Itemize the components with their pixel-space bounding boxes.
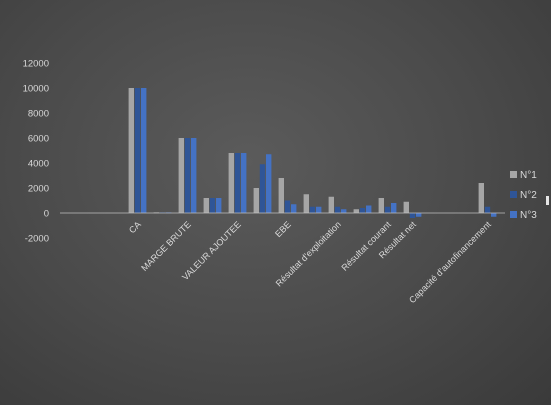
bar-3 <box>491 213 497 217</box>
bar-3 <box>291 204 297 213</box>
bar-2 <box>134 88 141 213</box>
y-tick-label: 12000 <box>23 59 49 70</box>
legend-swatch <box>510 211 517 218</box>
legend-entry: N°1 <box>520 170 537 181</box>
y-tick-label: 6000 <box>28 134 49 145</box>
bar-1 <box>203 198 209 213</box>
y-tick-label: 0 <box>44 209 49 220</box>
bar-3 <box>416 213 422 217</box>
y-tick-label: 4000 <box>28 159 49 170</box>
bar-1 <box>328 196 334 213</box>
y-tick-label: -2000 <box>25 234 49 245</box>
bar-2 <box>334 206 341 213</box>
bar-1 <box>353 209 359 213</box>
bar-3 <box>216 198 222 213</box>
bar-2 <box>209 198 216 213</box>
x-tick-label: CA <box>127 219 143 235</box>
legend-entry: N°2 <box>520 190 537 201</box>
y-axis: -2000 0 2000 4000 6000 8000 10000 12000 <box>23 59 49 245</box>
bar-2 <box>359 208 366 213</box>
bar-1 <box>253 188 259 213</box>
bar-2 <box>184 138 191 213</box>
bar-1 <box>228 153 234 213</box>
bar-2 <box>234 153 241 213</box>
bar-2 <box>409 213 416 218</box>
bar-2 <box>484 206 491 213</box>
bar-2 <box>284 200 291 213</box>
edge-marker <box>546 196 549 205</box>
legend-swatch <box>510 171 517 178</box>
bar-2 <box>259 164 266 213</box>
legend: N°1 N°2 N°3 <box>510 170 537 221</box>
bar-1 <box>403 201 409 213</box>
bar-3 <box>266 154 272 213</box>
y-tick-label: 10000 <box>23 84 49 95</box>
bar-1 <box>478 183 484 213</box>
bar-3 <box>316 206 322 213</box>
bar-1 <box>378 198 384 213</box>
bar-3 <box>191 138 197 213</box>
bar-1 <box>128 88 134 213</box>
bar-2 <box>309 206 316 213</box>
x-tick-label: EBE <box>273 219 293 239</box>
bar-2 <box>384 206 391 213</box>
bar-1 <box>303 194 309 213</box>
bar-3 <box>341 209 347 213</box>
x-tick-label: MARGE BRUTE <box>139 219 193 273</box>
bar-1 <box>178 138 184 213</box>
x-tick-label: Capacité d'autofinancement <box>407 219 493 305</box>
bar-3 <box>366 205 372 213</box>
legend-entry: N°3 <box>520 210 537 221</box>
y-tick-label: 8000 <box>28 109 49 120</box>
bar-series-group <box>128 88 497 218</box>
y-tick-label: 2000 <box>28 184 49 195</box>
bar-3 <box>141 88 147 213</box>
legend-swatch <box>510 191 517 198</box>
bar-3 <box>241 153 247 213</box>
bar-1 <box>278 178 284 213</box>
bar-3 <box>391 203 397 213</box>
